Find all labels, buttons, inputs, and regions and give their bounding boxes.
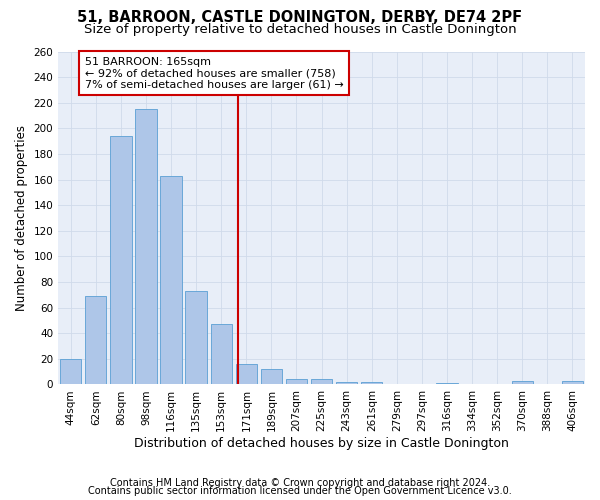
Bar	[160, 176, 182, 384]
Text: 51, BARROON, CASTLE DONINGTON, DERBY, DE74 2PF: 51, BARROON, CASTLE DONINGTON, DERBY, DE…	[77, 10, 523, 25]
Y-axis label: Number of detached properties: Number of detached properties	[15, 125, 28, 311]
Text: Size of property relative to detached houses in Castle Donington: Size of property relative to detached ho…	[83, 22, 517, 36]
Bar	[562, 380, 583, 384]
Bar	[60, 359, 82, 384]
Bar	[311, 380, 332, 384]
Bar	[110, 136, 131, 384]
Bar	[361, 382, 382, 384]
Bar	[236, 364, 257, 384]
Text: Contains public sector information licensed under the Open Government Licence v3: Contains public sector information licen…	[88, 486, 512, 496]
Text: 51 BARROON: 165sqm
← 92% of detached houses are smaller (758)
7% of semi-detache: 51 BARROON: 165sqm ← 92% of detached hou…	[85, 56, 343, 90]
Bar	[85, 296, 106, 384]
Bar	[185, 291, 207, 384]
Bar	[261, 369, 282, 384]
Bar	[136, 109, 157, 384]
Text: Contains HM Land Registry data © Crown copyright and database right 2024.: Contains HM Land Registry data © Crown c…	[110, 478, 490, 488]
X-axis label: Distribution of detached houses by size in Castle Donington: Distribution of detached houses by size …	[134, 437, 509, 450]
Bar	[286, 380, 307, 384]
Bar	[211, 324, 232, 384]
Bar	[336, 382, 358, 384]
Bar	[436, 383, 458, 384]
Bar	[512, 380, 533, 384]
